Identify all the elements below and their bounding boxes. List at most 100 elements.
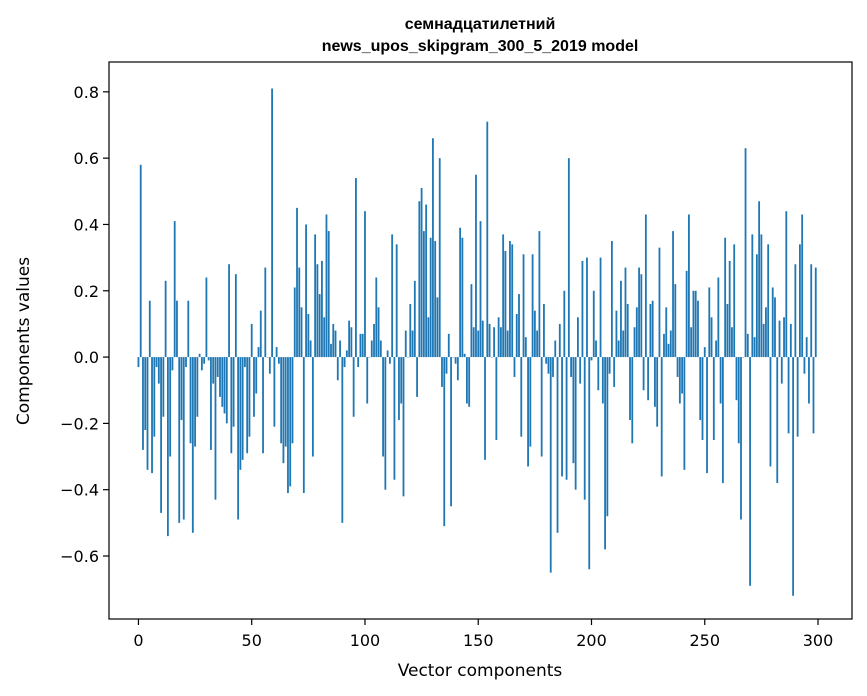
bar-154	[486, 121, 489, 358]
x-tick-label: 150	[463, 631, 494, 650]
bar-63	[280, 357, 283, 444]
bar-3	[144, 357, 147, 431]
bar-123	[416, 357, 418, 397]
bar-292	[798, 244, 801, 358]
bar-288	[789, 323, 792, 358]
bar-107	[379, 340, 382, 358]
x-axis-label: Vector components	[398, 661, 563, 681]
bar-281	[774, 297, 776, 358]
bar-213	[620, 280, 622, 358]
bar-73	[302, 357, 305, 494]
bar-219	[633, 327, 636, 358]
bar-194	[577, 317, 579, 358]
bar-10	[160, 357, 162, 513]
bar-231	[660, 357, 663, 477]
bar-232	[663, 333, 665, 358]
bar-40	[228, 264, 230, 358]
bar-76	[309, 340, 312, 358]
bar-244	[690, 327, 693, 358]
bar-186	[558, 323, 561, 358]
bar-7	[153, 357, 156, 437]
bar-23	[189, 357, 192, 444]
bar-148	[472, 327, 475, 358]
bar-8	[155, 357, 158, 368]
bar-82	[323, 317, 326, 358]
bar-49	[248, 357, 251, 437]
bar-260	[726, 304, 729, 358]
bar-171	[524, 337, 527, 358]
bar-229	[656, 357, 659, 427]
bar-41	[230, 357, 233, 454]
bar-94	[350, 327, 353, 358]
y-axis-ticks: −0.6 −0.4 −0.2 0.0 0.2 0.4 0.6 0.8	[60, 83, 109, 566]
bar-276	[762, 323, 765, 358]
bar-246	[694, 290, 697, 358]
y-tick-label: 0.4	[74, 215, 99, 234]
bar-35	[216, 357, 219, 377]
bar-111	[388, 357, 391, 364]
bar-278	[767, 244, 770, 358]
bar-170	[522, 254, 525, 358]
bar-4	[146, 357, 149, 470]
bar-126	[422, 231, 425, 358]
bar-192	[572, 357, 575, 464]
bar-74	[305, 224, 307, 358]
bar-172	[527, 357, 529, 467]
bar-297	[810, 264, 813, 358]
bar-31	[207, 357, 210, 361]
bar-67	[289, 357, 292, 487]
bar-249	[701, 357, 704, 440]
bar-144	[463, 353, 466, 358]
bar-259	[724, 237, 727, 358]
bar-135	[443, 357, 446, 527]
bar-184	[554, 340, 557, 358]
bar-68	[291, 357, 294, 444]
bar-263	[733, 244, 736, 358]
bar-124	[418, 201, 421, 358]
bar-195	[579, 357, 582, 384]
bar-253	[710, 317, 713, 358]
bar-158	[495, 357, 498, 440]
bar-65	[284, 357, 287, 447]
bar-203	[597, 357, 600, 391]
x-tick-label: 200	[576, 631, 607, 650]
bar-137	[447, 333, 450, 358]
bar-153	[484, 357, 486, 460]
bar-22	[187, 300, 190, 358]
bar-286	[785, 211, 788, 358]
bar-58	[268, 357, 271, 374]
bar-131	[434, 241, 437, 358]
bar-112	[391, 234, 394, 358]
bar-12	[164, 280, 167, 358]
bar-44	[237, 357, 240, 520]
bar-134	[441, 357, 443, 387]
bar-173	[529, 357, 532, 447]
bar-206	[604, 357, 606, 550]
x-axis-ticks: 0 50 100 150 200 250 300	[133, 619, 833, 650]
bar-271	[751, 234, 754, 358]
bar-279	[769, 357, 772, 467]
bar-69	[293, 287, 296, 358]
bar-86	[332, 323, 335, 358]
bar-175	[533, 310, 536, 358]
bar-13	[166, 357, 169, 537]
bar-95	[352, 357, 355, 417]
bar-19	[180, 357, 183, 421]
bar-105	[375, 277, 378, 358]
bar-256	[717, 277, 720, 358]
bar-115	[398, 357, 400, 421]
bar-182	[549, 357, 552, 573]
bar-85	[330, 343, 332, 358]
bar-147	[470, 284, 473, 358]
bar-198	[586, 257, 588, 358]
bar-20	[182, 357, 185, 520]
bar-101	[366, 357, 369, 404]
bar-117	[402, 357, 405, 497]
bar-54	[259, 310, 262, 358]
bar-118	[404, 330, 407, 358]
y-tick-label: 0.2	[74, 282, 99, 301]
bar-220	[635, 307, 638, 358]
bar-17	[176, 300, 178, 358]
bar-284	[780, 357, 783, 384]
bar-83	[325, 214, 328, 358]
